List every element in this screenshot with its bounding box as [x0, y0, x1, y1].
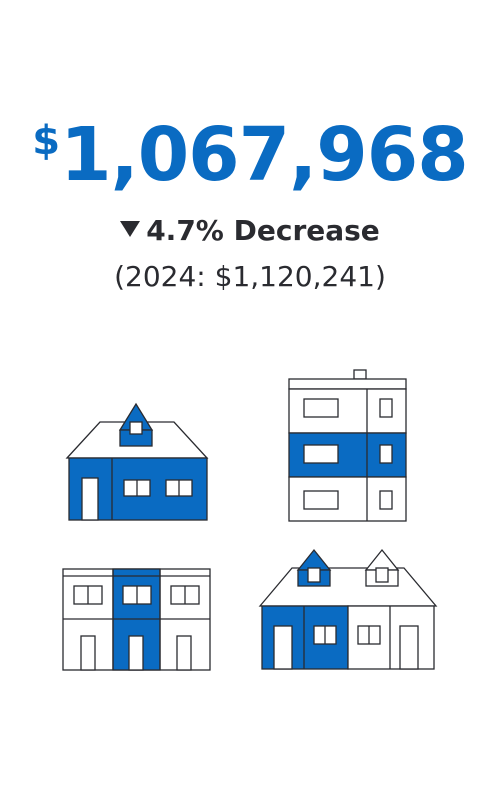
change-indicator: 4.7% Decrease	[0, 214, 500, 247]
change-label: 4.7% Decrease	[146, 214, 380, 247]
currency-symbol: $	[32, 118, 61, 164]
semi-detached-house-icon	[258, 548, 438, 670]
down-triangle-icon	[120, 221, 141, 237]
detached-house-icon	[65, 402, 209, 521]
apartment-building-icon	[288, 369, 407, 522]
median-price: $1,067,968	[0, 112, 500, 198]
townhouse-row-icon	[62, 568, 211, 671]
price-amount: 1,067,968	[60, 112, 469, 198]
previous-year-value: (2024: $1,120,241)	[114, 260, 386, 293]
